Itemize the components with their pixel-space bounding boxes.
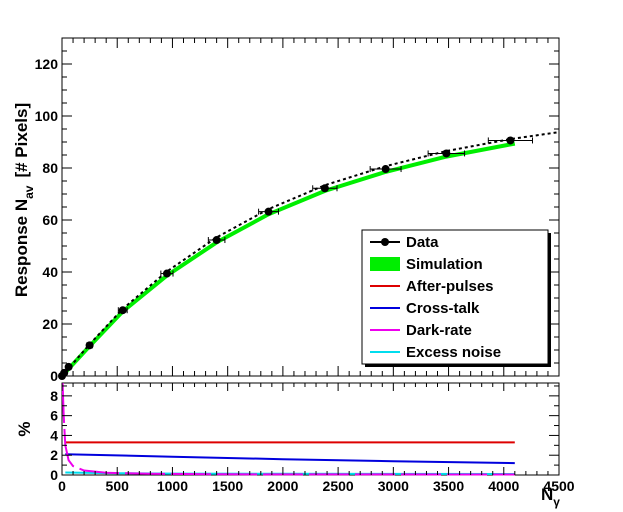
ratio-y-tick-label: 4 xyxy=(50,427,58,443)
data-point xyxy=(312,184,338,193)
legend-swatch-box xyxy=(370,257,400,271)
ratio-plot-content xyxy=(61,382,515,476)
ratio-y-tick-label: 2 xyxy=(50,447,58,463)
y-tick-label: 120 xyxy=(35,56,59,72)
y-tick-label: 100 xyxy=(35,108,59,124)
legend-box xyxy=(361,229,549,365)
x-tick-label: 1000 xyxy=(157,478,188,494)
ratio-y-tick-label: 6 xyxy=(50,408,58,424)
legend-label: Dark-rate xyxy=(406,322,472,339)
x-tick-label: 3500 xyxy=(433,478,464,494)
data-point xyxy=(64,362,73,371)
main-y-axis: 0 20 40 60 80 100 120 xyxy=(35,38,560,384)
x-axis-label: Nγ xyxy=(541,485,560,509)
x-label-subscript: γ xyxy=(553,495,560,509)
x-tick-label: 4500 xyxy=(543,478,574,494)
ratio-line-cross-talk xyxy=(65,453,515,465)
data-point-marker xyxy=(64,362,73,371)
y-tick-label: 60 xyxy=(42,212,58,228)
data-point-marker xyxy=(381,165,390,174)
fit-line xyxy=(61,131,560,377)
x-tick-label: 4000 xyxy=(488,478,519,494)
x-tick-label: 1500 xyxy=(212,478,243,494)
simulation-band xyxy=(60,141,516,378)
data-point-marker xyxy=(442,149,451,158)
y-tick-label: 80 xyxy=(42,160,58,176)
data-point-marker xyxy=(118,306,127,315)
legend-label: Simulation xyxy=(406,256,483,273)
x-axis: 0 500 1000 1500 2000 2500 3000 3500 4000 4500 xyxy=(58,383,575,494)
data-point xyxy=(427,149,466,158)
y-label-tail: [# Pixels] xyxy=(12,103,31,178)
x-tick-label: 2500 xyxy=(323,478,354,494)
data-point xyxy=(258,207,279,216)
x-tick-label: 0 xyxy=(58,478,66,494)
data-point-marker xyxy=(320,184,329,193)
data-point xyxy=(487,136,533,145)
y-tick-label: 0 xyxy=(50,368,58,384)
ratio-y-tick-label: 0 xyxy=(50,467,58,483)
x-tick-label: 3000 xyxy=(378,478,409,494)
x-label-main: N xyxy=(541,485,553,504)
data-point xyxy=(369,165,402,174)
ratio-line-dark-rate xyxy=(61,382,515,476)
data-point xyxy=(207,236,226,245)
y-tick-label: 40 xyxy=(42,264,58,280)
x-tick-label: 500 xyxy=(106,478,130,494)
main-y-axis-label: Response Nav [# Pixels] xyxy=(12,103,36,297)
data-point xyxy=(85,341,94,350)
data-point-marker xyxy=(162,269,171,278)
data-point-marker xyxy=(264,207,273,216)
data-point-marker xyxy=(212,236,221,245)
y-label-subscript: av xyxy=(22,185,36,199)
y-tick-label: 20 xyxy=(42,316,58,332)
legend-label: Excess noise xyxy=(406,344,501,361)
legend-swatch-marker xyxy=(381,238,389,246)
legend-label: Data xyxy=(406,234,439,251)
main-panel: 0 20 40 60 80 100 120 Response Nav [# Pixels] D… xyxy=(12,37,560,384)
data-point-marker xyxy=(506,136,515,145)
data-point xyxy=(160,269,174,278)
data-point xyxy=(117,306,128,315)
legend: Data Simulation After-pulses Cross-talk Dark… xyxy=(361,229,551,367)
legend-label: Cross-talk xyxy=(406,300,480,317)
x-tick-label: 2000 xyxy=(267,478,298,494)
data-point-marker xyxy=(85,341,94,350)
ratio-y-tick-label: 8 xyxy=(50,388,58,404)
y-label-main: Response N xyxy=(12,199,31,297)
ratio-y-axis: 0 2 4 6 8 xyxy=(50,385,559,483)
ratio-y-axis-label: % xyxy=(15,421,34,436)
legend-label: After-pulses xyxy=(406,278,494,295)
ratio-plot-frame xyxy=(61,382,560,476)
